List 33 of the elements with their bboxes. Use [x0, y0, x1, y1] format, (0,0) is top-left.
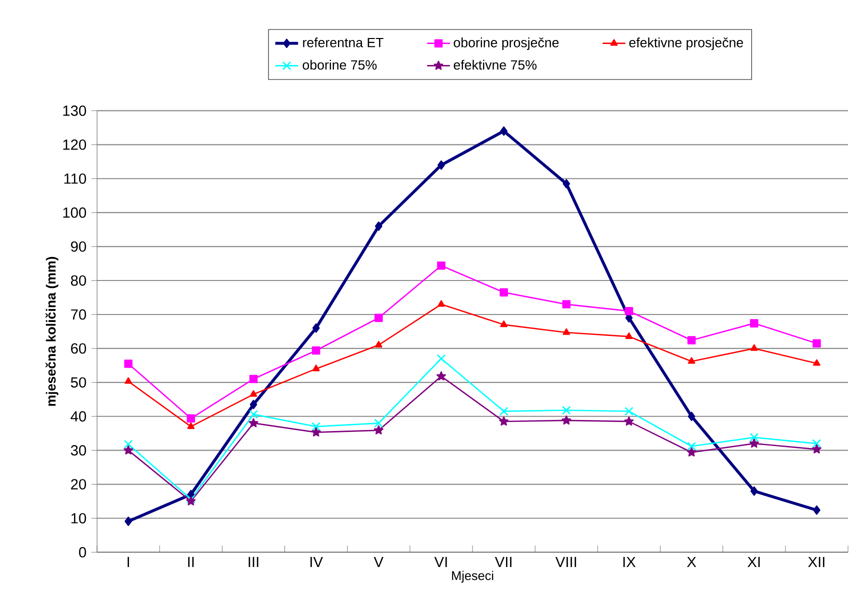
y-tick-label: 120 — [63, 139, 86, 150]
x-tick-label: XII — [808, 556, 824, 567]
x-tick-label: III — [248, 556, 258, 567]
y-tick-label: 110 — [64, 173, 86, 184]
legend-label: efektivne 75% — [454, 60, 537, 70]
x-tick-label: II — [188, 556, 194, 567]
x-tick-label: IX — [623, 556, 636, 567]
legend-label: oborine 75% — [302, 60, 377, 70]
legend-label: referentna ET — [303, 37, 384, 48]
y-tick-label: 40 — [70, 411, 86, 422]
y-tick-label: 20 — [71, 479, 86, 490]
y-tick-label: 80 — [70, 275, 86, 286]
x-tick-label: XI — [748, 556, 760, 567]
x-tick-label: V — [374, 556, 384, 567]
x-tick-label: I — [128, 556, 130, 567]
y-tick-label: 100 — [63, 207, 86, 218]
y-tick-label: 50 — [70, 377, 86, 388]
x-tick-label: VI — [434, 556, 447, 567]
y-tick-label: 90 — [71, 241, 86, 252]
x-tick-label: VIII — [555, 556, 576, 567]
y-tick-label: 70 — [71, 309, 86, 320]
y-tick-label: 0 — [79, 546, 86, 558]
y-tick-label: 60 — [71, 343, 86, 354]
x-tick-label: VII — [494, 556, 512, 567]
legend-label: efektivne prosječne — [629, 37, 744, 50]
y-tick-label: 10 — [71, 512, 86, 524]
x-axis-title: Mjeseci — [452, 570, 494, 583]
legend-label: oborine prosječne — [454, 37, 559, 50]
x-tick-label: X — [686, 556, 696, 567]
y-tick-label: 130 — [63, 105, 86, 116]
x-tick-label: IV — [310, 556, 323, 567]
y-axis-title: mjesečna količina (mm) — [46, 256, 58, 406]
y-tick-label: 30 — [70, 445, 86, 456]
